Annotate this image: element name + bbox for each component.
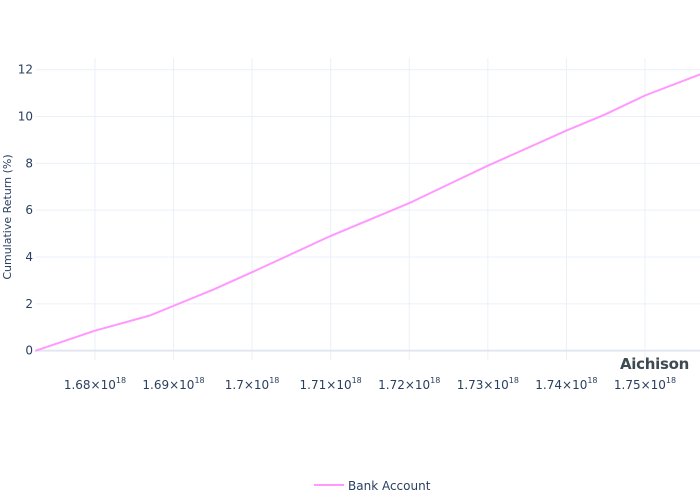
x-tick-labels: 1.68×1018 1.69×1018 1.7×1018 1.71×1018 1.72×… — [64, 376, 676, 392]
x-tick-exponent-6: 18 — [587, 376, 597, 385]
x-tick-exponent-7: 18 — [666, 376, 676, 385]
x-tick-exponent-5: 18 — [509, 376, 519, 385]
x-tick-label-6: 1.74×1018 — [535, 376, 597, 392]
x-tick-label-2: 1.7×1018 — [225, 376, 280, 392]
x-tick-mantissa-3: 1.71×10 — [300, 378, 352, 392]
y-tick-label-10: 10 — [18, 110, 33, 124]
x-tick-exponent-1: 18 — [194, 376, 204, 385]
x-tick-label-3: 1.71×1018 — [300, 376, 362, 392]
series-layer — [35, 73, 700, 352]
series-line-bank-account — [35, 73, 700, 352]
x-tick-exponent-4: 18 — [430, 376, 440, 385]
x-tick-exponent-2: 18 — [269, 376, 279, 385]
watermark-text: Aichison — [620, 355, 689, 373]
y-tick-label-0: 0 — [25, 344, 33, 358]
legend[interactable]: Bank Account — [314, 479, 431, 493]
y-gridlines — [36, 69, 700, 305]
x-tick-exponent-0: 18 — [116, 376, 126, 385]
x-tick-label-7: 1.75×1018 — [614, 376, 676, 392]
x-gridlines — [94, 58, 646, 360]
x-tick-label-4: 1.72×1018 — [378, 376, 440, 392]
y-axis-title: Cumulative Return (%) — [1, 154, 14, 279]
y-tick-label-2: 2 — [25, 297, 33, 311]
y-tick-label-8: 8 — [25, 156, 33, 170]
x-tick-exponent-3: 18 — [352, 376, 362, 385]
watermark-logo: Aichison — [620, 355, 689, 373]
x-tick-mantissa-2: 1.7×10 — [225, 378, 269, 392]
y-tick-label-4: 4 — [25, 250, 33, 264]
x-tick-label-1: 1.69×1018 — [142, 376, 204, 392]
y-tick-label-6: 6 — [25, 203, 33, 217]
x-tick-mantissa-1: 1.69×10 — [142, 378, 194, 392]
legend-label-bank-account: Bank Account — [348, 479, 431, 493]
y-tick-labels: 0 2 4 6 8 10 12 — [18, 63, 33, 358]
x-tick-mantissa-7: 1.75×10 — [614, 378, 666, 392]
x-tick-mantissa-4: 1.72×10 — [378, 378, 430, 392]
x-tick-mantissa-0: 1.68×10 — [64, 378, 116, 392]
x-tick-mantissa-6: 1.74×10 — [535, 378, 587, 392]
x-tick-mantissa-5: 1.73×10 — [457, 378, 509, 392]
x-tick-label-0: 1.68×1018 — [64, 376, 126, 392]
x-tick-label-5: 1.73×1018 — [457, 376, 519, 392]
y-tick-label-12: 12 — [18, 63, 33, 77]
